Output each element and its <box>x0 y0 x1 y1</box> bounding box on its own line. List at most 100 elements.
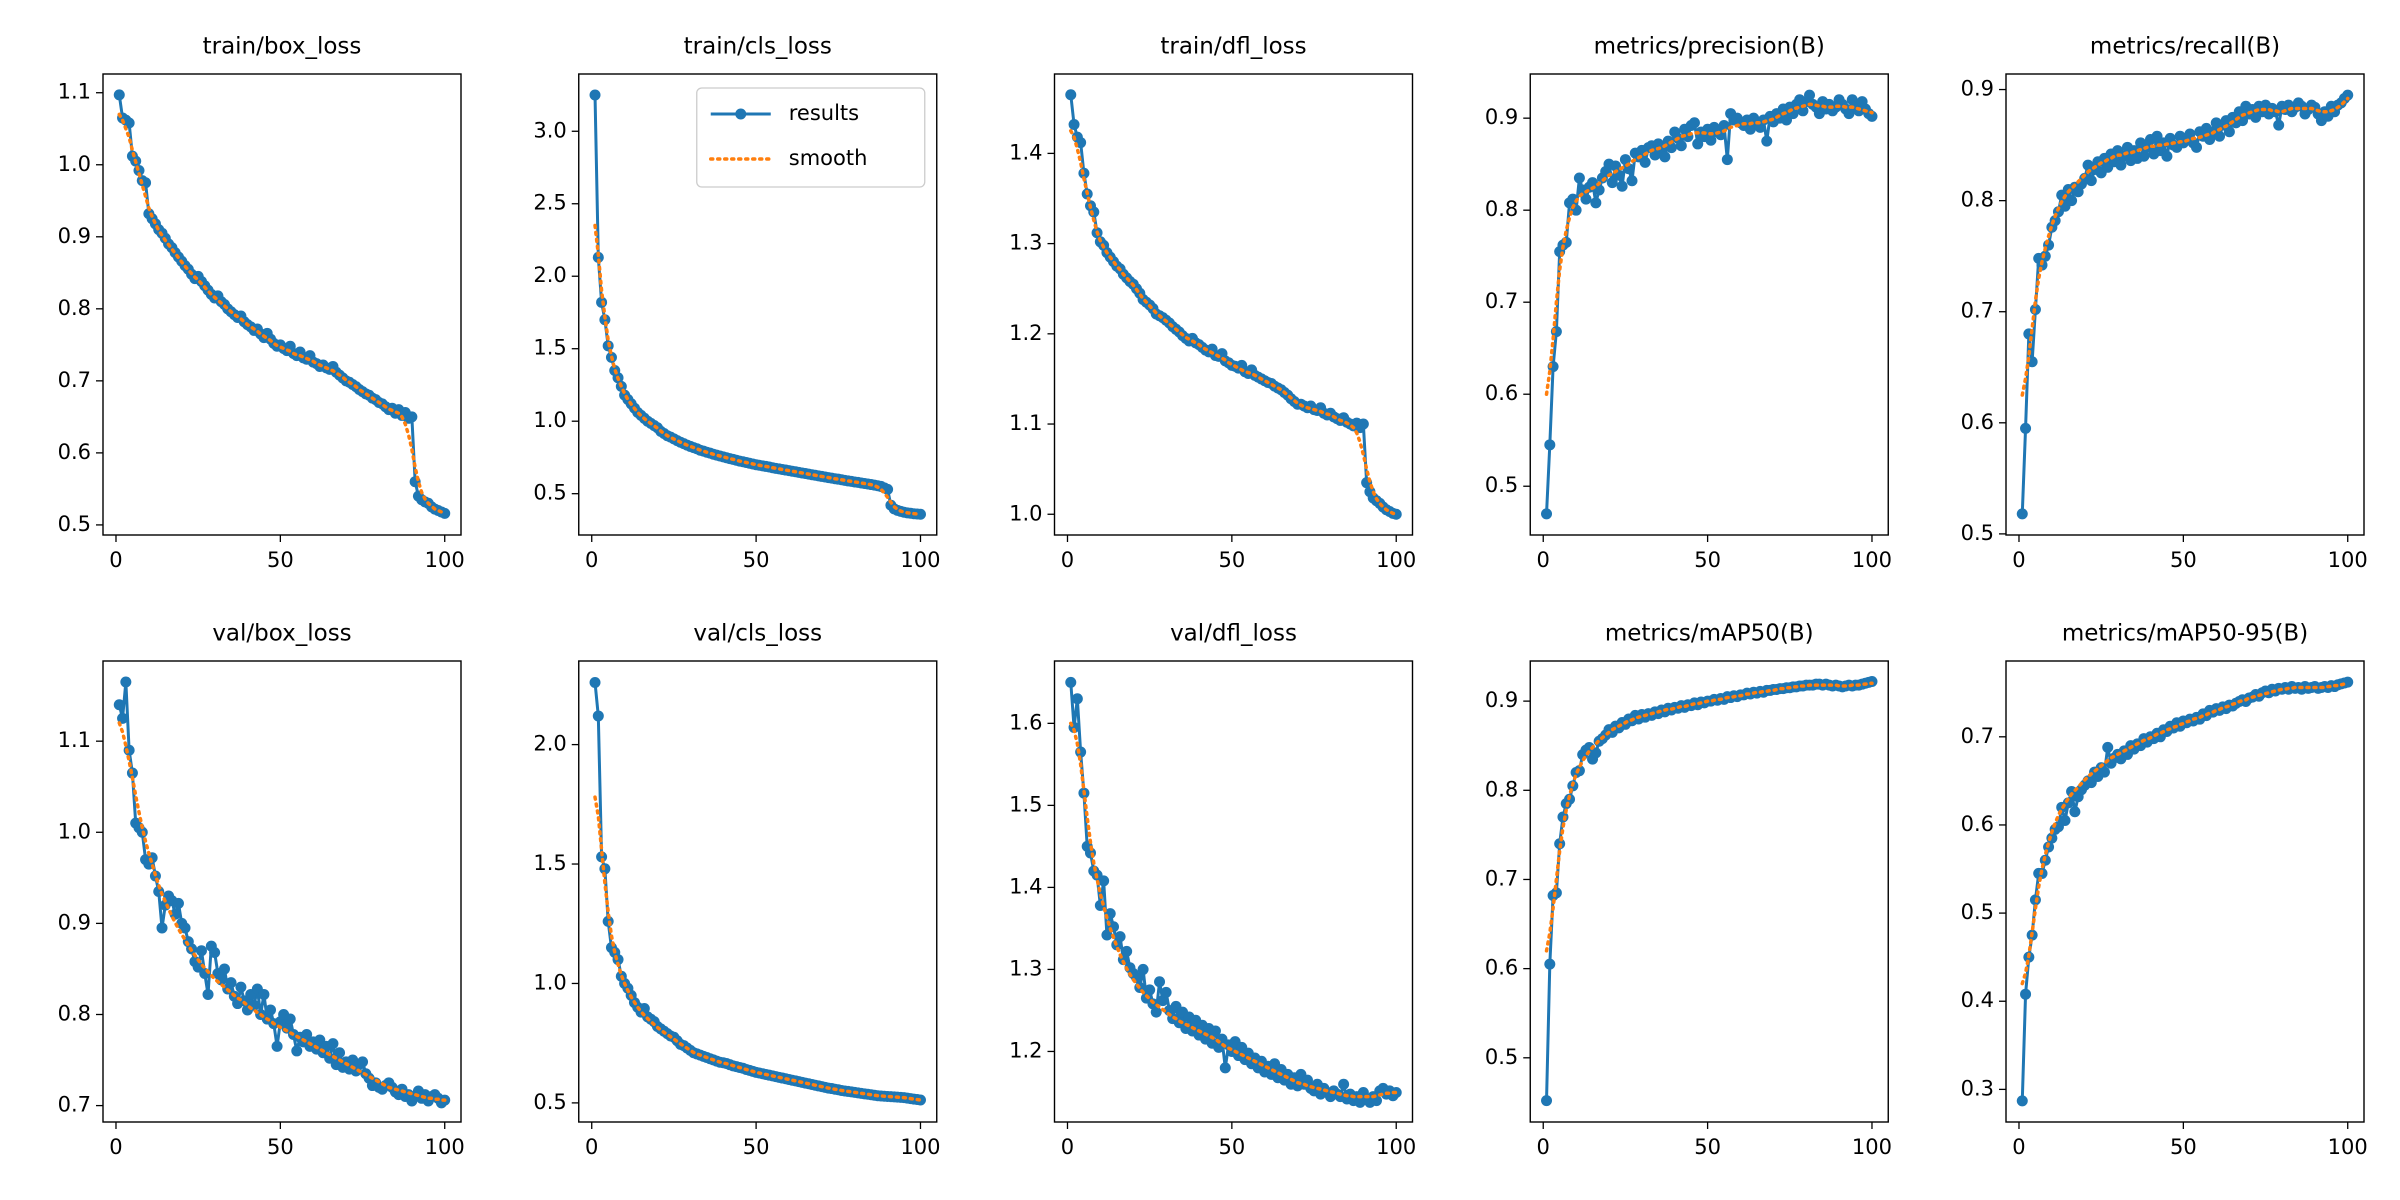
point <box>589 676 601 688</box>
x-tick-label: 50 <box>267 548 294 572</box>
axes-frame <box>102 73 462 536</box>
x-tick-label: 100 <box>1376 548 1416 572</box>
point <box>1144 984 1156 996</box>
smooth-line <box>1544 102 1874 396</box>
y-tick-label: 0.8 <box>1485 777 1518 801</box>
y-tick-label: 1.5 <box>533 851 566 875</box>
point <box>2138 150 2150 162</box>
results-line <box>117 94 446 515</box>
point <box>1692 138 1704 150</box>
axes-frame <box>102 660 462 1123</box>
x-tick-label: 50 <box>2170 1135 2197 1159</box>
point <box>264 1004 276 1016</box>
x-tick-label: 50 <box>1694 1135 1721 1159</box>
axes-frame <box>1053 73 1414 536</box>
point <box>2085 175 2097 187</box>
axes-frame <box>2005 660 2365 1123</box>
point <box>599 314 611 326</box>
point <box>2214 130 2226 142</box>
axes-frame <box>1529 73 1889 536</box>
point <box>202 988 214 1000</box>
smooth-line <box>2020 96 2350 397</box>
x-tick-label: 50 <box>743 1135 770 1159</box>
x-tick-label: 0 <box>2012 1135 2025 1159</box>
point <box>1150 1006 1162 1018</box>
point <box>2184 128 2196 140</box>
smooth-line <box>117 721 447 1102</box>
point <box>638 1003 650 1015</box>
y-tick-label: 1.0 <box>533 970 566 994</box>
point <box>1541 1095 1553 1107</box>
y-tick-label: 1.4 <box>1009 874 1042 898</box>
chart-title: metrics/recall(B) <box>2090 34 2280 60</box>
y-tick-label: 0.9 <box>1485 688 1518 712</box>
y-tick-label: 1.1 <box>1009 411 1042 435</box>
axes-frame <box>1529 660 1889 1123</box>
point <box>1098 875 1110 887</box>
x-tick-label: 100 <box>1852 548 1892 572</box>
y-tick-label: 0.6 <box>1961 812 1994 836</box>
x-tick-label: 0 <box>1537 548 1550 572</box>
x-tick-label: 0 <box>2012 548 2025 572</box>
point <box>596 851 608 863</box>
x-tick-label: 100 <box>900 1135 940 1159</box>
y-tick-label: 0.6 <box>1961 410 1994 434</box>
y-tick-label: 0.5 <box>1961 900 1994 924</box>
y-tick-label: 2.0 <box>533 732 566 756</box>
chart-title: train/cls_loss <box>684 34 832 60</box>
y-tick-label: 0.5 <box>533 481 566 505</box>
point <box>1639 156 1651 168</box>
smooth-line <box>1069 129 1398 516</box>
y-tick-label: 0.9 <box>58 910 91 934</box>
point <box>2342 89 2354 101</box>
y-tick-label: 1.0 <box>58 819 91 843</box>
point <box>406 411 418 423</box>
axes-frame <box>2005 73 2365 536</box>
y-tick-label: 1.1 <box>58 728 91 752</box>
point <box>301 1029 313 1041</box>
point <box>1659 151 1671 163</box>
point <box>914 508 926 520</box>
point <box>1160 986 1172 998</box>
point <box>592 251 604 263</box>
point <box>117 712 129 724</box>
point <box>1705 134 1717 146</box>
point <box>1590 197 1602 209</box>
point <box>271 1040 283 1052</box>
point <box>2223 126 2235 138</box>
chart-title: metrics/precision(B) <box>1594 34 1825 60</box>
point <box>113 89 125 101</box>
point <box>1718 120 1730 132</box>
point <box>1590 747 1602 759</box>
y-tick-label: 0.7 <box>1961 724 1994 748</box>
point <box>172 897 184 909</box>
y-tick-label: 0.6 <box>1485 956 1518 980</box>
point <box>113 699 125 711</box>
y-tick-label: 1.1 <box>58 80 91 104</box>
x-tick-label: 50 <box>267 1135 294 1159</box>
x-tick-label: 100 <box>2328 1135 2368 1159</box>
point <box>258 988 270 1000</box>
chart-title: val/cls_loss <box>693 621 822 647</box>
x-tick-label: 100 <box>900 548 940 572</box>
x-tick-label: 0 <box>1537 1135 1550 1159</box>
y-tick-label: 0.5 <box>1485 473 1518 497</box>
point <box>2102 741 2114 753</box>
legend-marker <box>735 108 747 120</box>
point <box>1101 929 1113 941</box>
point <box>1544 439 1556 451</box>
smooth-line <box>117 112 447 516</box>
point <box>1616 180 1628 192</box>
point <box>327 1038 339 1050</box>
point <box>1610 160 1622 172</box>
point <box>1121 945 1133 957</box>
y-tick-label: 0.7 <box>1485 289 1518 313</box>
y-tick-label: 1.2 <box>1009 321 1042 345</box>
y-tick-label: 1.3 <box>1009 956 1042 980</box>
point <box>156 922 168 934</box>
point <box>284 1013 296 1025</box>
point <box>1390 508 1402 520</box>
point <box>179 922 191 934</box>
x-tick-label: 50 <box>2170 548 2197 572</box>
